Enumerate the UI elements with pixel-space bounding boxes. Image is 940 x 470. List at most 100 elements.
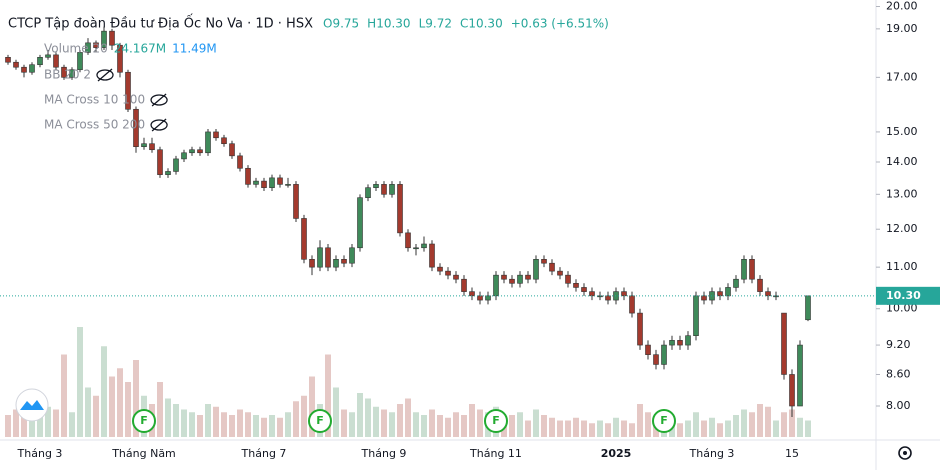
volume-bar <box>237 409 243 437</box>
volume-bar <box>429 409 435 437</box>
candle-body <box>493 274 499 297</box>
candle-body <box>613 291 619 301</box>
candle-body <box>333 259 339 268</box>
volume-bar <box>517 412 523 437</box>
volume-bar <box>165 398 171 437</box>
candle-body <box>213 131 219 139</box>
volume-bar <box>757 404 763 437</box>
candle-body <box>477 295 483 301</box>
volume-bar <box>789 409 795 437</box>
candle-body <box>781 312 787 375</box>
eye-icon <box>96 69 114 81</box>
candle-body <box>429 243 435 268</box>
candle-body <box>253 180 259 185</box>
volume-bar <box>261 417 267 437</box>
ohlc-value: +0.63 (+6.51%) <box>511 17 609 31</box>
volume-bar <box>733 415 739 437</box>
event-marker <box>652 409 676 433</box>
volume-bar <box>541 415 547 437</box>
y-tick-label: 10.00 <box>886 302 918 315</box>
candle-body <box>261 180 267 188</box>
candle-body <box>5 57 11 63</box>
ohlc-value: H10.30 <box>367 17 410 31</box>
candle-body <box>725 287 731 297</box>
candle-body <box>269 177 275 188</box>
volume-legend: 24.167M <box>114 42 166 56</box>
candle-body <box>661 344 667 365</box>
volume-bar <box>5 415 11 437</box>
indicator-label: MA Cross 10 100 <box>44 93 145 107</box>
volume-legend: 11.49M <box>172 42 217 56</box>
candle-body <box>525 274 531 280</box>
volume-bar <box>797 417 803 437</box>
candle-body <box>621 291 627 297</box>
volume-bar <box>437 415 443 437</box>
volume-bar <box>245 412 251 437</box>
volume-bar <box>189 412 195 437</box>
y-tick-label: 17.00 <box>886 70 918 83</box>
candle-body <box>469 291 475 297</box>
eye-icon <box>150 94 168 106</box>
candle-body <box>77 52 83 71</box>
candle-body <box>397 184 403 234</box>
candle-body <box>189 149 195 154</box>
volume-bar <box>285 412 291 437</box>
y-tick-label: 20.00 <box>886 0 918 12</box>
candle-body <box>341 259 347 264</box>
volume-bar <box>565 420 571 437</box>
candle-body <box>181 152 187 160</box>
candle-body <box>245 167 251 185</box>
y-tick-label: 8.60 <box>886 367 911 380</box>
candle-body <box>133 108 139 148</box>
volume-bar <box>181 409 187 437</box>
volume-bar <box>405 398 411 437</box>
volume-bar <box>741 409 747 437</box>
volume-bar <box>389 412 395 437</box>
x-tick-label: Tháng 11 <box>469 447 522 460</box>
candle-body <box>21 66 27 73</box>
volume-bar <box>749 412 755 437</box>
volume-bar <box>197 415 203 437</box>
volume-bar <box>709 417 715 437</box>
visibility-toggle[interactable] <box>150 118 168 132</box>
candle-body <box>325 247 331 268</box>
candle-body <box>317 247 323 268</box>
candle-body <box>549 262 555 272</box>
visibility-toggle[interactable] <box>96 68 114 82</box>
event-label: F <box>316 414 324 427</box>
candle-body <box>445 270 451 276</box>
volume-legend: Volume 20 <box>44 42 108 56</box>
candle-body <box>349 247 355 264</box>
candle-body <box>573 283 579 288</box>
candle-body <box>29 64 35 73</box>
candle-body <box>741 259 747 280</box>
candle-body <box>765 291 771 297</box>
visibility-toggle[interactable] <box>150 93 168 107</box>
event-marker <box>308 409 332 433</box>
volume-bar <box>173 404 179 437</box>
eye-slash <box>151 118 167 132</box>
eye-slash <box>97 68 113 82</box>
volume-bar <box>461 415 467 437</box>
volume-bar <box>765 406 771 437</box>
volume-bar <box>477 409 483 437</box>
settings-icon[interactable] <box>898 446 912 460</box>
x-tick-label: Tháng 9 <box>361 447 407 460</box>
event-marker <box>484 409 508 433</box>
last-price-box <box>876 286 940 305</box>
volume-bar <box>341 409 347 437</box>
y-tick-label: 11.00 <box>886 260 918 273</box>
candle-body <box>501 274 507 280</box>
candle-body <box>405 232 411 249</box>
event-marker <box>132 409 156 433</box>
volume-bar <box>637 404 643 437</box>
candle-body <box>773 295 779 298</box>
volume-bar <box>597 420 603 437</box>
volume-bar <box>77 327 83 437</box>
candle-body <box>629 295 635 314</box>
x-tick-label: Tháng Năm <box>111 447 176 460</box>
indicator-label: MA Cross 50 200 <box>44 118 145 132</box>
candle-body <box>373 184 379 188</box>
